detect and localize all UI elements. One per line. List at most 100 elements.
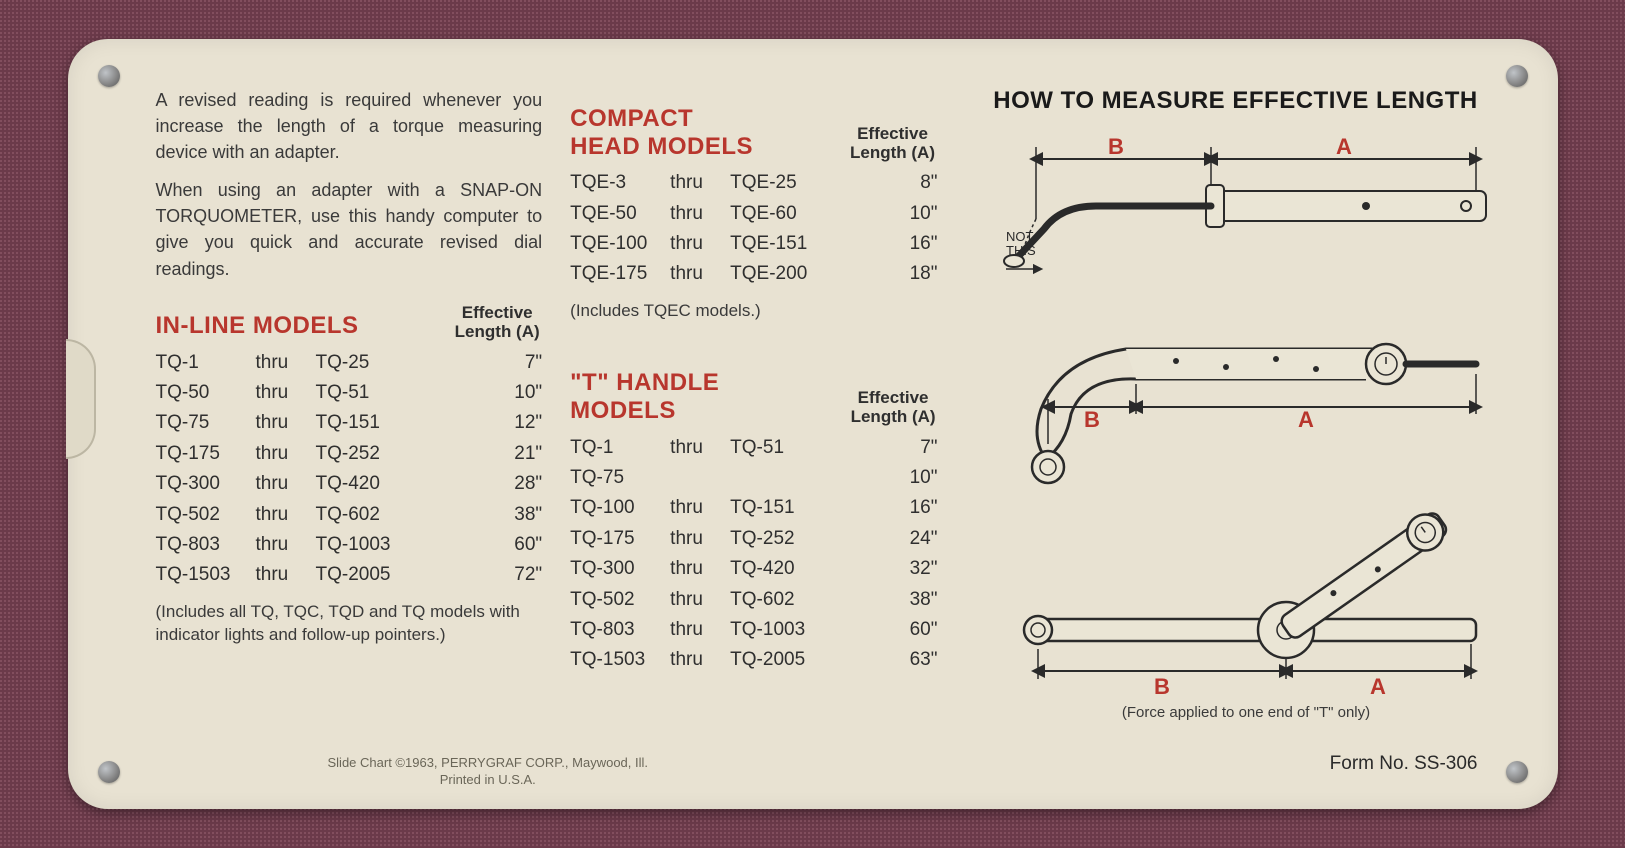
dim-label-b: B bbox=[1108, 134, 1124, 159]
model-to: TQ-420 bbox=[316, 469, 426, 499]
table-row: TQE-100thruTQE-15116" bbox=[570, 229, 937, 259]
effective-length: 60" bbox=[472, 530, 542, 560]
model-from: TQE-175 bbox=[570, 259, 670, 289]
model-from: TQE-3 bbox=[570, 168, 670, 198]
model-from: TQ-803 bbox=[156, 530, 256, 560]
model-from: TQ-75 bbox=[156, 408, 256, 438]
t-handle-table: TQ-1thruTQ-517"TQ-7510"TQ-100thruTQ-1511… bbox=[570, 433, 937, 676]
not-this-label: THIS bbox=[1006, 243, 1036, 258]
dim-label-b: B bbox=[1154, 674, 1170, 699]
model-from: TQE-100 bbox=[570, 229, 670, 259]
middle-column: COMPACTHEAD MODELS Effective Length (A) … bbox=[570, 87, 937, 777]
model-from: TQ-803 bbox=[570, 615, 670, 645]
dim-label-a: A bbox=[1298, 407, 1314, 432]
effective-length: 18" bbox=[868, 259, 938, 289]
thru-label: thru bbox=[256, 469, 316, 499]
table-row: TQ-502thruTQ-60238" bbox=[156, 500, 543, 530]
thru-label: thru bbox=[256, 439, 316, 469]
model-to: TQ-420 bbox=[730, 554, 840, 584]
table-row: TQ-1thruTQ-517" bbox=[570, 433, 937, 463]
effective-length: 38" bbox=[868, 585, 938, 615]
model-from: TQE-50 bbox=[570, 199, 670, 229]
model-to: TQ-252 bbox=[730, 524, 840, 554]
thru-label: thru bbox=[256, 560, 316, 590]
table-row: TQ-1503thruTQ-2005 72" bbox=[156, 560, 543, 590]
effective-length: 10" bbox=[868, 199, 938, 229]
thru-label: thru bbox=[670, 645, 730, 675]
model-from: TQ-1 bbox=[570, 433, 670, 463]
model-to: TQ-602 bbox=[730, 585, 840, 615]
table-row: TQ-803thruTQ-100360" bbox=[570, 615, 937, 645]
effective-length: 7" bbox=[868, 433, 938, 463]
model-to: TQ-151 bbox=[730, 493, 840, 523]
effective-length: 60" bbox=[868, 615, 938, 645]
thru-label: thru bbox=[256, 378, 316, 408]
t-handle-heading: "T" HANDLE MODELS bbox=[570, 369, 829, 425]
thru-label: thru bbox=[670, 229, 730, 259]
thru-label: thru bbox=[670, 524, 730, 554]
model-from: TQ-1503 bbox=[156, 560, 256, 590]
table-row: TQ-50thruTQ-5110" bbox=[156, 378, 543, 408]
model-to: TQ-252 bbox=[316, 439, 426, 469]
effective-length: 16" bbox=[868, 493, 938, 523]
model-from: TQ-502 bbox=[570, 585, 670, 615]
table-row: TQ-1503thruTQ-200563" bbox=[570, 645, 937, 675]
diagram-column: HOW TO MEASURE EFFECTIVE LENGTH B A bbox=[966, 87, 1506, 777]
slide-chart-card: A revised reading is required whenever y… bbox=[68, 39, 1558, 809]
table-row: TQ-7510" bbox=[570, 463, 937, 493]
effective-length: 72" bbox=[472, 560, 542, 590]
intro-paragraph: A revised reading is required whenever y… bbox=[156, 87, 543, 165]
effective-length-header: Effective Length (A) bbox=[848, 125, 938, 162]
model-from: TQ-300 bbox=[156, 469, 256, 499]
table-row: TQ-175thruTQ-25224" bbox=[570, 524, 937, 554]
table-row: TQ-175thruTQ-252 21" bbox=[156, 439, 543, 469]
effective-length-header: Effective Length (A) bbox=[849, 389, 938, 426]
model-to: TQ-2005 bbox=[316, 560, 426, 590]
effective-length: 21" bbox=[472, 439, 542, 469]
table-row: TQ-100thruTQ-15116" bbox=[570, 493, 937, 523]
slide-notch bbox=[66, 339, 96, 459]
dim-label-a: A bbox=[1370, 674, 1386, 699]
model-from: TQ-502 bbox=[156, 500, 256, 530]
model-to: TQ-51 bbox=[730, 433, 840, 463]
table-row: TQ-75thruTQ-15112" bbox=[156, 408, 543, 438]
compact-head-heading: COMPACTHEAD MODELS bbox=[570, 105, 753, 160]
compact-head-table: TQE-3thruTQE-258"TQE-50thruTQE-6010"TQE-… bbox=[570, 168, 937, 290]
intro-paragraph: When using an adapter with a SNAP-ON TOR… bbox=[156, 177, 543, 281]
effective-length: 12" bbox=[472, 408, 542, 438]
effective-length: 28" bbox=[472, 469, 542, 499]
form-number: Form No. SS-306 bbox=[1330, 753, 1478, 775]
effective-length: 32" bbox=[868, 554, 938, 584]
model-from: TQ-175 bbox=[156, 439, 256, 469]
diagram-caption: (Force applied to one end of "T" only) bbox=[1121, 704, 1369, 721]
inline-models-heading: IN-LINE MODELS bbox=[156, 312, 359, 340]
effective-length: 24" bbox=[868, 524, 938, 554]
thru-label: thru bbox=[670, 259, 730, 289]
dim-label-b: B bbox=[1084, 407, 1100, 432]
rivet-icon bbox=[1506, 761, 1528, 783]
compact-head-note: (Includes TQEC models.) bbox=[570, 300, 937, 323]
copyright: Slide Chart ©1963, PERRYGRAF CORP., Mayw… bbox=[328, 755, 649, 789]
table-row: TQ-1thruTQ-257" bbox=[156, 348, 543, 378]
model-from: TQ-300 bbox=[570, 554, 670, 584]
table-row: TQE-3thruTQE-258" bbox=[570, 168, 937, 198]
thru-label: thru bbox=[670, 168, 730, 198]
thru-label: thru bbox=[670, 199, 730, 229]
table-row: TQ-502thruTQ-60238" bbox=[570, 585, 937, 615]
rivet-icon bbox=[98, 761, 120, 783]
not-this-label: NOT bbox=[1006, 229, 1034, 244]
effective-length: 38" bbox=[472, 500, 542, 530]
model-to: TQ-51 bbox=[316, 378, 426, 408]
model-from: TQ-1503 bbox=[570, 645, 670, 675]
model-to: TQE-60 bbox=[730, 199, 840, 229]
effective-length: 7" bbox=[472, 348, 542, 378]
model-to: TQ-1003 bbox=[730, 615, 840, 645]
table-row: TQ-300thruTQ-42032" bbox=[570, 554, 937, 584]
diagram-title: HOW TO MEASURE EFFECTIVE LENGTH bbox=[966, 87, 1506, 115]
effective-length: 10" bbox=[472, 378, 542, 408]
thru-label bbox=[670, 463, 730, 493]
model-to: TQ-151 bbox=[316, 408, 426, 438]
dim-label-a: A bbox=[1336, 134, 1352, 159]
thru-label: thru bbox=[256, 348, 316, 378]
model-to: TQE-151 bbox=[730, 229, 840, 259]
